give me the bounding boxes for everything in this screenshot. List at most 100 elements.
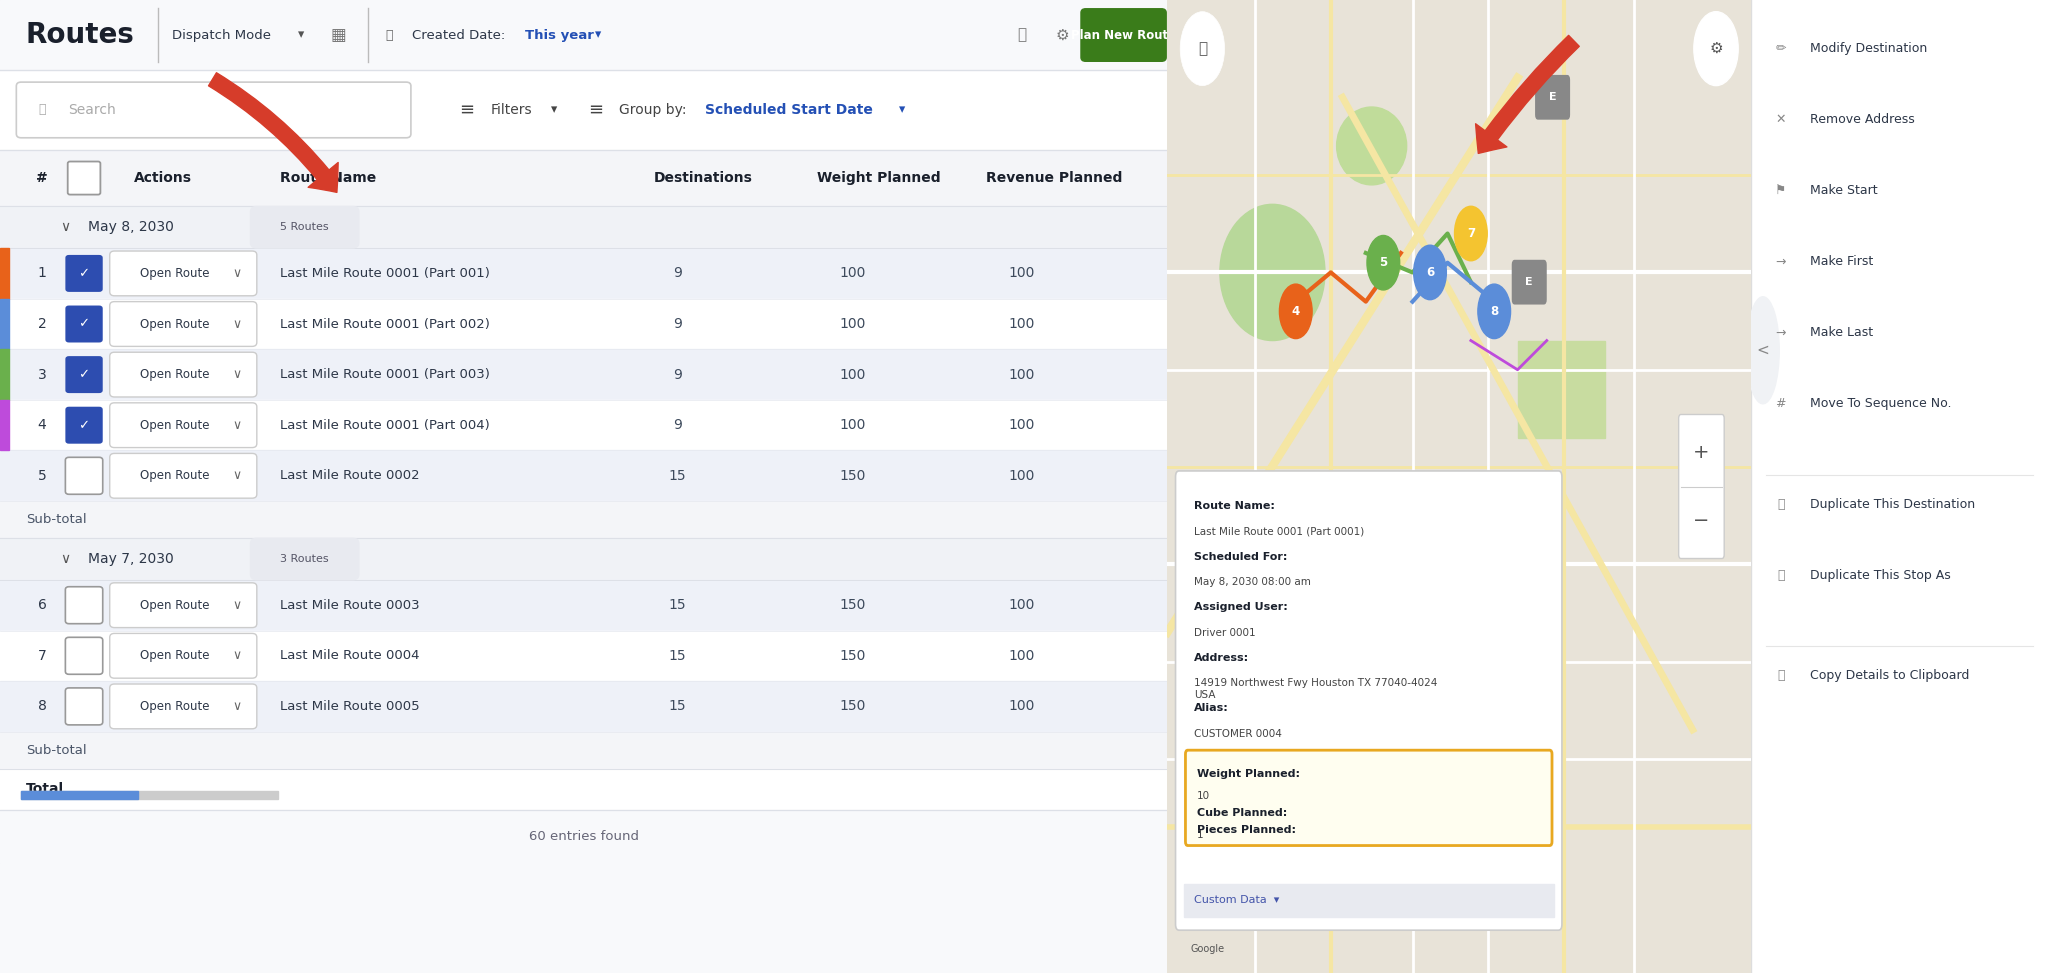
Text: 4: 4 [1292,305,1300,318]
Text: 5: 5 [1378,256,1386,270]
Text: CUSTOMER 0004: CUSTOMER 0004 [1194,729,1282,739]
Text: Alias:: Alias: [1194,703,1229,713]
Text: Make Last: Make Last [1810,326,1874,340]
Text: Scheduled Start Date: Scheduled Start Date [705,103,872,117]
Text: Sub-total: Sub-total [27,513,86,526]
Text: Dispatch Mode: Dispatch Mode [172,28,270,42]
Circle shape [1454,206,1487,261]
Text: 7: 7 [1466,227,1475,240]
Text: #: # [1776,397,1786,411]
FancyBboxPatch shape [66,688,102,725]
Text: 🚚 Delivery: 🚚 Delivery [1194,779,1247,789]
Text: 100: 100 [1008,598,1034,612]
Text: Destinations: Destinations [653,171,752,185]
Bar [20,791,137,800]
Circle shape [1747,297,1780,404]
Text: Driver 0001: Driver 0001 [1194,628,1255,637]
Text: 15: 15 [668,469,686,483]
Text: 100: 100 [840,317,866,331]
FancyBboxPatch shape [66,587,102,624]
FancyBboxPatch shape [111,403,256,448]
Text: 100: 100 [840,368,866,381]
FancyBboxPatch shape [1511,260,1546,305]
Text: Last Mile Route 0003: Last Mile Route 0003 [281,598,420,612]
FancyBboxPatch shape [111,251,256,296]
Text: 100: 100 [1008,649,1034,663]
Text: Cube Planned:: Cube Planned: [1196,808,1286,817]
Text: Total: Total [27,782,63,796]
Text: Filters: Filters [489,103,532,117]
Text: ▾: ▾ [596,28,602,42]
Text: Sub-total: Sub-total [27,743,86,757]
FancyBboxPatch shape [1186,750,1552,846]
Text: Remove Address: Remove Address [1810,113,1915,126]
Text: 🔍: 🔍 [39,103,45,117]
Text: 00h:15m:00s: 00h:15m:00s [1194,830,1262,840]
FancyArrowPatch shape [1477,35,1579,154]
Text: Move To Sequence No.: Move To Sequence No. [1810,397,1952,411]
Text: ⧉: ⧉ [1778,568,1784,582]
Circle shape [1479,284,1511,339]
FancyBboxPatch shape [250,538,360,581]
FancyBboxPatch shape [111,352,256,397]
Text: May 7, 2030: May 7, 2030 [88,552,174,566]
Text: Open Route: Open Route [141,267,209,280]
Text: Service Time:: Service Time: [1194,805,1278,814]
FancyBboxPatch shape [68,162,100,195]
Text: 1: 1 [1196,830,1202,840]
Text: Search: Search [68,103,115,117]
Text: ∨: ∨ [231,418,242,432]
Bar [0,450,1167,501]
Text: ⧉: ⧉ [1778,497,1784,511]
FancyArrowPatch shape [209,73,338,193]
Text: Plan New Route: Plan New Route [1071,28,1176,42]
Text: Open Route: Open Route [141,598,209,612]
Text: Custom Data  ▾: Custom Data ▾ [1194,895,1280,905]
Text: ▦: ▦ [330,26,346,44]
Bar [0,349,1167,400]
Text: 1: 1 [37,267,47,280]
Text: +: + [1694,443,1710,462]
FancyBboxPatch shape [111,583,256,628]
Text: ✓: ✓ [78,418,90,432]
Text: Created Date:: Created Date: [412,28,506,42]
Bar [0,501,1167,538]
Text: 150: 150 [840,649,866,663]
Text: 3 Routes: 3 Routes [281,554,330,564]
Text: 9: 9 [672,317,682,331]
Text: Scheduled For:: Scheduled For: [1194,552,1286,561]
Text: 📋: 📋 [1778,668,1784,682]
Ellipse shape [1337,107,1407,185]
Text: 4: 4 [37,418,47,432]
Bar [0,400,10,450]
Circle shape [1280,284,1313,339]
Text: 9: 9 [672,418,682,432]
Text: ✕: ✕ [1776,113,1786,126]
Text: −: − [1694,511,1710,530]
Bar [0,681,1167,732]
Bar [1167,0,1751,78]
FancyBboxPatch shape [1536,75,1571,120]
Text: Copy Details to Clipboard: Copy Details to Clipboard [1810,668,1970,682]
Bar [1184,884,1554,917]
FancyBboxPatch shape [1176,471,1563,930]
Text: ⤢: ⤢ [1198,41,1206,56]
Text: 9: 9 [672,267,682,280]
Text: Open Route: Open Route [141,469,209,483]
Text: 150: 150 [840,469,866,483]
Text: 150: 150 [840,700,866,713]
Text: Last Mile Route 0002: Last Mile Route 0002 [281,469,420,483]
Bar [0,299,10,349]
FancyBboxPatch shape [1679,414,1724,559]
Text: Last Mile Route 0004: Last Mile Route 0004 [281,649,420,663]
Text: Open Route: Open Route [141,649,209,663]
Text: Open Route: Open Route [141,418,209,432]
Text: 2: 2 [37,317,47,331]
FancyBboxPatch shape [111,302,256,346]
Text: ∨: ∨ [231,368,242,381]
Bar [0,248,1167,299]
Text: ∨: ∨ [231,267,242,280]
Text: 100: 100 [1008,700,1034,713]
Text: Last Mile Route 0001 (Part 003): Last Mile Route 0001 (Part 003) [281,368,489,381]
Text: 15: 15 [668,598,686,612]
